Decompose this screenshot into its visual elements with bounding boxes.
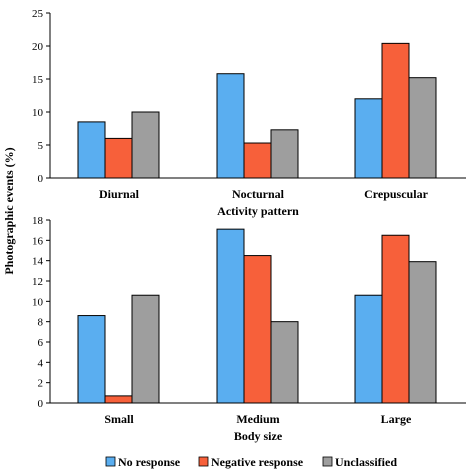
x-category-labels: Small Medium Large: [104, 412, 412, 426]
bar-large-unclassified: [408, 261, 437, 404]
legend-label-no-response: No response: [118, 455, 181, 469]
bar-small-unclassified: [131, 294, 160, 404]
y-tick-label: 4: [38, 357, 44, 369]
bar-crepuscular-no-response: [354, 98, 383, 179]
category-label-medium: Medium: [236, 412, 279, 426]
x-category-labels: Diurnal Nocturnal Crepuscular: [99, 187, 429, 201]
category-label-nocturnal: Nocturnal: [232, 187, 285, 201]
y-tick-label: 18: [32, 215, 44, 227]
legend-swatch-no-response: [105, 456, 116, 467]
bar-medium-negative-response: [243, 255, 272, 404]
category-label-crepuscular: Crepuscular: [364, 187, 428, 201]
bar-large-no-response: [354, 294, 383, 404]
category-label-large: Large: [381, 412, 412, 426]
y-tick-label: 10: [32, 107, 44, 119]
bars-body-size: [77, 228, 437, 404]
y-ticks-activity-pattern: 0 5 10 15 20 25: [32, 8, 50, 185]
bar-small-no-response: [77, 315, 106, 404]
y-tick-label: 25: [32, 8, 44, 20]
legend-swatch-negative-response: [198, 456, 209, 467]
bar-nocturnal-unclassified: [270, 129, 299, 179]
y-tick-label: 8: [38, 317, 44, 329]
category-label-diurnal: Diurnal: [99, 187, 140, 201]
legend-label-negative-response: Negative response: [211, 455, 304, 469]
chart-activity-pattern: 0 5 10 15 20 25 Diurnal Nocturnal Crepuscular…: [32, 8, 466, 218]
y-tick-label: 15: [32, 74, 44, 86]
y-axis-label: Photographic events (%): [2, 147, 16, 274]
bar-small-negative-response: [104, 395, 133, 404]
bar-large-negative-response: [381, 234, 410, 404]
y-tick-label: 6: [38, 337, 44, 349]
y-tick-label: 0: [38, 173, 44, 185]
bars-activity-pattern: [77, 42, 437, 179]
chart-body-size: 0 2 4 6 8 10 12 14 16 18 Small Medium Large Body …: [32, 215, 466, 443]
y-tick-label: 12: [32, 276, 43, 288]
bar-medium-unclassified: [270, 321, 299, 404]
y-tick-label: 14: [32, 256, 44, 268]
y-tick-label: 2: [38, 378, 44, 390]
y-tick-label: 5: [38, 140, 44, 152]
legend: No response Negative response Unclassifi…: [105, 455, 397, 469]
bar-diurnal-unclassified: [131, 111, 160, 179]
legend-swatch-unclassified: [322, 456, 333, 467]
bar-diurnal-negative-response: [104, 137, 133, 179]
legend-label-unclassified: Unclassified: [335, 455, 397, 469]
x-axis-label-activity-pattern: Activity pattern: [217, 204, 299, 218]
bar-diurnal-no-response: [77, 121, 106, 179]
y-tick-label: 0: [38, 398, 44, 410]
y-tick-label: 10: [32, 296, 44, 308]
bar-crepuscular-unclassified: [408, 77, 437, 179]
y-tick-label: 20: [32, 41, 44, 53]
bar-crepuscular-negative-response: [381, 42, 410, 179]
bar-nocturnal-negative-response: [243, 142, 272, 179]
y-ticks-body-size: 0 2 4 6 8 10 12 14 16 18: [32, 215, 50, 410]
y-tick-label: 16: [32, 235, 44, 247]
bar-nocturnal-no-response: [216, 73, 245, 179]
x-axis-label-body-size: Body size: [234, 429, 283, 443]
category-label-small: Small: [104, 412, 134, 426]
bar-medium-no-response: [216, 228, 245, 404]
